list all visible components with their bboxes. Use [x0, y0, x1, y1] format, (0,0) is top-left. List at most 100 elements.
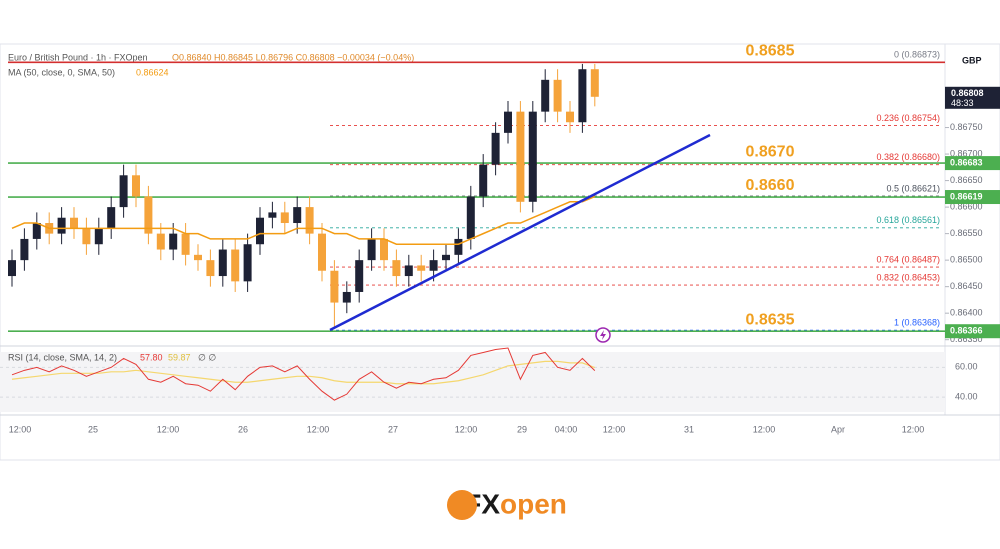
candle-body	[181, 233, 190, 255]
fib-label: 0.618 (0.86561)	[876, 215, 940, 225]
level-box	[945, 156, 1000, 171]
x-tick-label: 27	[388, 424, 398, 434]
candle-body	[231, 249, 240, 282]
candle-body	[107, 207, 116, 229]
chart-title: Euro / British Pound · 1h · FXOpen	[8, 52, 148, 62]
ohlc-text: O0.86840 H0.86845 L0.86796 C0.86808 −0.0…	[172, 52, 414, 62]
x-tick-label: 12:00	[157, 424, 180, 434]
y-tick-label: 0.86650	[950, 175, 983, 185]
candle-body	[479, 164, 488, 197]
candle-body	[553, 79, 562, 112]
candle-body	[590, 69, 599, 97]
x-tick-label: 31	[684, 424, 694, 434]
candle-body	[144, 196, 153, 234]
level-note: 0.8670	[746, 143, 795, 160]
x-tick-label: 04:00	[555, 424, 578, 434]
candle-body	[206, 260, 215, 277]
candle-body	[491, 132, 500, 165]
fib-label: 0.832 (0.86453)	[876, 272, 940, 282]
candle-body	[578, 69, 587, 123]
x-tick-label: 12:00	[603, 424, 626, 434]
candle-body	[330, 270, 339, 303]
level-note: 0.8635	[746, 311, 795, 328]
x-tick-label: 29	[517, 424, 527, 434]
candle-body	[442, 254, 450, 261]
candle-body	[20, 238, 29, 261]
candle-body	[156, 233, 165, 250]
candle-body	[305, 207, 314, 234]
y-tick-label: 0.86550	[950, 228, 983, 238]
candle-body	[256, 217, 264, 245]
fib-label: 0.236 (0.86754)	[876, 113, 940, 123]
rsi-band	[0, 352, 945, 412]
x-tick-label: 12:00	[902, 424, 925, 434]
candle-body	[70, 217, 78, 229]
level-label: 0.86619	[950, 191, 983, 201]
candle-body	[243, 244, 252, 282]
countdown: 48:33	[951, 98, 974, 108]
level-label: 0.86683	[950, 157, 983, 167]
last-price-box	[945, 86, 1000, 109]
candle-body	[119, 175, 128, 208]
currency: GBP	[962, 55, 982, 65]
ma-value: 0.86624	[136, 67, 169, 77]
candle-body	[417, 265, 426, 271]
candle-body	[94, 228, 103, 245]
candle-body	[82, 228, 91, 245]
y-tick-label: 0.86500	[950, 255, 983, 265]
level-box	[945, 324, 1000, 339]
rsi-extra: ∅ ∅	[198, 352, 216, 362]
y-tick-label: 0.86350	[950, 334, 983, 344]
candle-body	[429, 260, 438, 271]
x-tick-label: 26	[238, 424, 248, 434]
level-label: 0.86366	[950, 326, 983, 336]
candle-body	[380, 238, 388, 261]
y-tick-label: 0.86700	[950, 148, 983, 158]
rsi-value: 57.80	[140, 352, 163, 362]
candle-body	[268, 212, 277, 218]
candle-body	[194, 254, 202, 261]
y-tick-label: 0.86400	[950, 308, 983, 318]
level-note: 0.8685	[746, 43, 795, 60]
trendline	[329, 133, 711, 332]
fib-label: 0.5 (0.86621)	[886, 183, 940, 193]
level-note: 0.8660	[746, 177, 795, 194]
candle-body	[504, 111, 512, 133]
candle-body	[528, 111, 537, 202]
candle-body	[132, 175, 140, 197]
candle-body	[342, 291, 351, 303]
fib-label: 0 (0.86873)	[894, 50, 940, 60]
logo-emblem	[447, 490, 477, 520]
logo-open: open	[500, 488, 567, 519]
candle-body	[57, 217, 66, 234]
rsi-legend: RSI (14, close, SMA, 14, 2)	[8, 352, 117, 362]
candle-body	[454, 238, 463, 255]
y-tick-label: 0.86450	[950, 281, 983, 291]
ma-legend: MA (50, close, 0, SMA, 50)	[8, 67, 115, 77]
candle-body	[169, 233, 178, 250]
level-box	[945, 190, 1000, 205]
candle-body	[367, 238, 376, 261]
x-tick-label: 12:00	[9, 424, 32, 434]
rsi-tick-label: 60.00	[955, 362, 978, 372]
x-tick-label: 25	[88, 424, 98, 434]
y-tick-label: 0.86600	[950, 201, 983, 211]
x-tick-label: Apr	[831, 424, 845, 434]
candle-body	[318, 233, 326, 271]
fib-label: 1 (0.86368)	[894, 318, 940, 328]
rsi-tick-label: 40.00	[955, 392, 978, 402]
y-tick-label: 0.86750	[950, 122, 983, 132]
candle-body	[541, 79, 550, 112]
candle-body	[293, 207, 302, 224]
candle-body	[392, 260, 401, 277]
candle-body	[516, 111, 525, 202]
candle-body	[566, 111, 574, 123]
candle-body	[280, 212, 289, 224]
candle-body	[218, 249, 227, 277]
rsi-ma-value: 59.87	[168, 352, 191, 362]
candle-body	[404, 265, 413, 277]
rsi-line	[11, 347, 596, 401]
fib-label: 0.382 (0.86680)	[876, 152, 940, 162]
last-price-label: 0.86808	[951, 88, 984, 98]
